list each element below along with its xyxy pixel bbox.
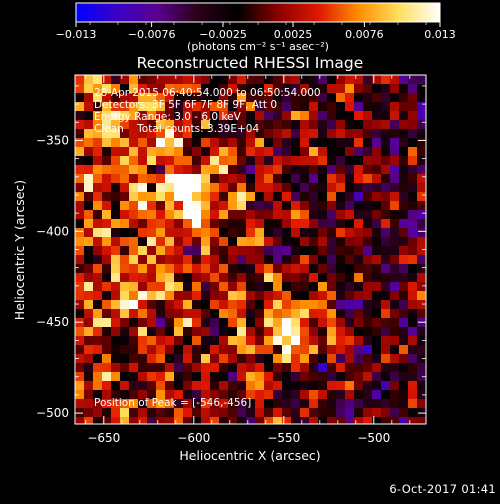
colorbar-gradient — [76, 3, 440, 22]
colorbar-tick-label: −0.0025 — [199, 28, 247, 41]
footer-date: 6-Oct-2017 01:41 — [389, 482, 496, 496]
plot-title: Reconstructed RHESSI Image — [137, 54, 364, 72]
y-tick-label: −400 — [36, 224, 69, 238]
y-axis-label: Heliocentric Y (arcsec) — [12, 180, 27, 320]
x-tick-labels: −650 −600 −550 −500 — [87, 431, 390, 445]
colorbar-tick-label: −0.013 — [56, 28, 97, 41]
colorbar-tick-label: 0.0025 — [274, 28, 313, 41]
annotation-detectors: Detectors: 3F 5F 6F 7F 8F 9F, Att 0 — [94, 99, 277, 111]
x-tick-label: −650 — [87, 431, 120, 445]
y-tick-labels: −350 −400 −450 −500 — [36, 133, 69, 420]
y-tick-label: −350 — [36, 133, 69, 147]
colorbar-tick-labels: −0.013 −0.0076 −0.0025 0.0025 0.0076 0.013 — [56, 28, 456, 41]
axis-ticks — [75, 75, 426, 424]
annotation-time-range: 28-Apr-2015 06:40:54.000 to 06:50:54.000 — [94, 87, 321, 99]
colorbar-tick-label: −0.0076 — [128, 28, 176, 41]
colorbar-unit-label: (photons cm⁻² s⁻¹ asec⁻²) — [187, 40, 329, 53]
annotation-peak-position: Position of Peak = [-546,-456] — [94, 397, 251, 409]
annotation-clean-counts: Clean Total counts: 3.39E+04 — [94, 123, 259, 135]
annotation-energy-range: Energy Range: 3.0 - 6.0 keV — [94, 111, 242, 123]
x-tick-label: −500 — [357, 431, 390, 445]
colorbar: −0.013 −0.0076 −0.0025 0.0025 0.0076 0.013 (p… — [56, 2, 456, 53]
y-tick-label: −450 — [36, 315, 69, 329]
colorbar-ticks — [75, 22, 441, 27]
colorbar-tick-label: 0.013 — [424, 28, 456, 41]
x-tick-label: −600 — [177, 431, 210, 445]
x-axis-label: Heliocentric X (arcsec) — [179, 448, 320, 463]
heatmap-image — [75, 75, 426, 424]
x-tick-label: −550 — [267, 431, 300, 445]
annotations: 28-Apr-2015 06:40:54.000 to 06:50:54.000… — [94, 87, 321, 409]
colorbar-tick-label: 0.0076 — [345, 28, 384, 41]
y-tick-label: −500 — [36, 406, 69, 420]
